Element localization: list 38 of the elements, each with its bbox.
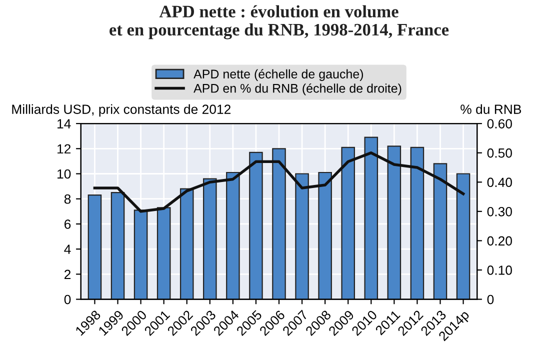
y2-tick-label: 0.60	[487, 119, 512, 128]
bar	[226, 172, 240, 300]
bar	[180, 188, 194, 300]
bar	[433, 163, 448, 300]
bar	[318, 172, 332, 300]
bar	[88, 194, 102, 300]
y-tick-label: 0	[64, 294, 71, 304]
legend-label: APD nette (échelle de gauche)	[194, 69, 364, 81]
y-tick-label: 14	[58, 119, 71, 128]
bar	[410, 146, 424, 300]
line-series	[93, 151, 465, 213]
y-tick-label: 10	[58, 169, 71, 179]
y2-tick-label: 0	[487, 294, 494, 304]
bar	[272, 148, 286, 300]
y2-tick-label: 0.30	[487, 206, 512, 216]
y-tick-label: 6	[64, 220, 71, 229]
bar	[134, 210, 148, 300]
y-tick-label: 8	[64, 194, 71, 204]
y2-tick-label: 0.10	[487, 266, 512, 275]
chart-title: APD nette : évolution en volume et en pourcentage du RNB, 1998-2014, France	[110, 5, 449, 40]
bar	[341, 146, 355, 300]
bar	[156, 207, 171, 300]
y2-tick-label: 0.50	[487, 148, 512, 158]
y-tick-label: 4	[64, 244, 71, 254]
bar	[110, 192, 125, 300]
bar	[295, 173, 309, 300]
bar	[456, 173, 470, 300]
bar	[249, 152, 263, 300]
y-tick-label: 12	[58, 144, 71, 154]
bar	[387, 146, 402, 300]
y-tick-label: 2	[64, 270, 71, 279]
y2-axis-title: % du RNB	[460, 104, 522, 114]
bar	[203, 178, 217, 300]
y2-tick-label: 0.20	[487, 236, 512, 246]
bar	[364, 136, 378, 300]
y2-tick-label: 0.40	[487, 178, 512, 188]
y-axis-title: Milliards USD, prix constants de 2012	[12, 104, 230, 117]
legend-label: APD en % du RNB (échelle de droite)	[194, 83, 402, 96]
